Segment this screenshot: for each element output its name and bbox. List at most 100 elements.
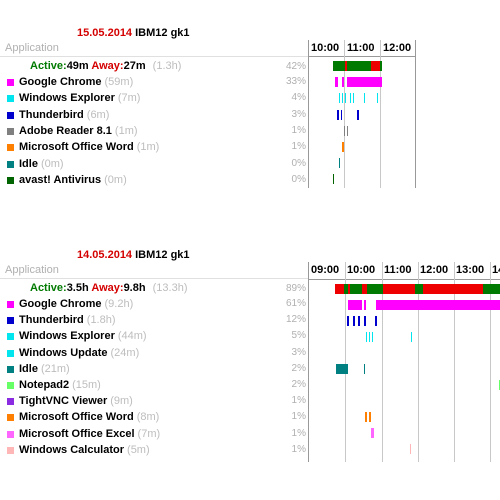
hour-label: 10:00 (347, 264, 376, 276)
app-row: Thunderbird (6m) (0, 108, 308, 124)
app-segment (339, 158, 340, 168)
app-duration: (1.8h) (86, 314, 116, 327)
app-percent: 61% (285, 298, 306, 309)
app-percent: 3% (291, 346, 306, 358)
app-row: Idle (0m) (0, 157, 308, 173)
app-segment (350, 93, 351, 103)
app-color-swatch (7, 349, 14, 357)
app-segment (376, 300, 500, 310)
report-host: IBM12 gk1 (135, 249, 190, 261)
app-percent: 0% (291, 173, 306, 185)
app-color-swatch (7, 95, 14, 103)
app-row: Google Chrome (9.2h) (0, 297, 308, 313)
active-segment (333, 61, 345, 71)
app-duration: (7m) (117, 92, 141, 105)
app-duration: (5m) (127, 443, 150, 456)
app-row: Microsoft Office Word (1m) (0, 140, 308, 156)
app-row: Adobe Reader 8.1 (1m) (0, 124, 308, 140)
app-segment (411, 332, 412, 342)
report-date: 14.05.2014 (77, 249, 133, 261)
app-segment (357, 110, 359, 120)
app-segment (369, 412, 371, 422)
app-row: Windows Calculator (5m) (0, 443, 308, 459)
app-row: Microsoft Office Excel (7m) (0, 427, 308, 443)
app-row: Windows Update (24m) (0, 346, 308, 362)
header-divider (0, 278, 308, 279)
app-name: Windows Explorer (7m) (19, 92, 141, 105)
app-segment (364, 93, 365, 103)
app-duration: (15m) (72, 379, 101, 391)
report-date: 15.05.2014 (77, 27, 133, 39)
hour-label: 13:00 (456, 264, 485, 276)
app-percent: 5% (291, 330, 306, 342)
active-value: 3.5h (66, 282, 89, 294)
app-segment (372, 332, 373, 342)
app-percent: 0% (291, 157, 306, 169)
app-segment (348, 300, 362, 310)
summary-percent: 42% (285, 61, 306, 72)
app-segment (369, 332, 370, 342)
away-label: Away: (91, 282, 124, 294)
app-duration: (7m) (137, 427, 161, 440)
app-segment (364, 364, 365, 374)
app-duration: (6m) (86, 108, 110, 121)
app-name: Thunderbird (6m) (19, 108, 110, 121)
app-name: Notepad2 (15m) (19, 379, 101, 391)
app-percent: 33% (285, 76, 306, 87)
app-percent: 1% (291, 443, 306, 455)
away-value: 9.8h (123, 282, 146, 294)
active-segment (380, 61, 382, 71)
app-color-swatch (7, 317, 14, 325)
app-row: Notepad2 (15m) (0, 378, 308, 394)
timeline: 10:00 11:00 12:00 (308, 40, 416, 188)
header-divider (0, 56, 308, 57)
app-name: Windows Explorer (44m) (19, 330, 147, 343)
app-segment (364, 300, 366, 310)
app-color-swatch (7, 430, 14, 438)
application-column-header: Application (5, 42, 59, 54)
hour-label: 11:00 (384, 264, 412, 276)
summary-row: Active:3.5h Away:9.8h (13.3h) (30, 282, 188, 294)
app-segment (375, 316, 377, 326)
active-label: Active: (30, 60, 67, 72)
app-duration: (21m) (40, 362, 70, 375)
app-segment (335, 77, 338, 87)
app-segment (337, 110, 339, 120)
away-value: 27m (123, 60, 146, 72)
app-segment (344, 126, 345, 136)
app-color-swatch (7, 446, 14, 454)
app-percent: 1% (291, 427, 306, 439)
app-duration: (9.2h) (104, 298, 134, 310)
app-name: Idle (21m) (19, 362, 70, 375)
app-segment (345, 93, 346, 103)
app-duration: (1m) (114, 124, 138, 137)
app-color-swatch (7, 365, 14, 373)
application-column-header: Application (5, 264, 59, 276)
app-row: Windows Explorer (7m) (0, 91, 308, 107)
app-duration: (44m) (117, 330, 147, 343)
total-value: (1.3h) (152, 60, 182, 72)
active-label: Active: (30, 282, 67, 294)
app-duration: (1m) (136, 141, 160, 154)
app-duration: (0m) (40, 157, 64, 170)
app-segment (377, 93, 378, 103)
app-segment (365, 412, 367, 422)
app-percent: 2% (291, 379, 306, 390)
app-name: Google Chrome (9.2h) (19, 298, 134, 310)
app-segment (358, 316, 360, 326)
app-row: Thunderbird (1.8h) (0, 313, 308, 329)
app-name: Google Chrome (59m) (19, 76, 134, 88)
app-name: Idle (0m) (19, 157, 64, 170)
report-15-05-2014: 15.05.2014 IBM12 gk1 Application Active:… (0, 0, 500, 200)
app-row: Idle (21m) (0, 362, 308, 378)
app-color-swatch (7, 414, 14, 422)
app-percent: 1% (291, 395, 306, 407)
total-value: (13.3h) (152, 282, 188, 294)
app-duration: (59m) (104, 76, 134, 88)
app-percent: 4% (291, 92, 306, 104)
active-value: 49m (66, 60, 89, 72)
app-segment (342, 142, 344, 152)
app-row: Google Chrome (59m) (0, 75, 308, 91)
app-name: Microsoft Office Word (1m) (19, 141, 160, 154)
app-row: TightVNC Viewer (9m) (0, 394, 308, 410)
